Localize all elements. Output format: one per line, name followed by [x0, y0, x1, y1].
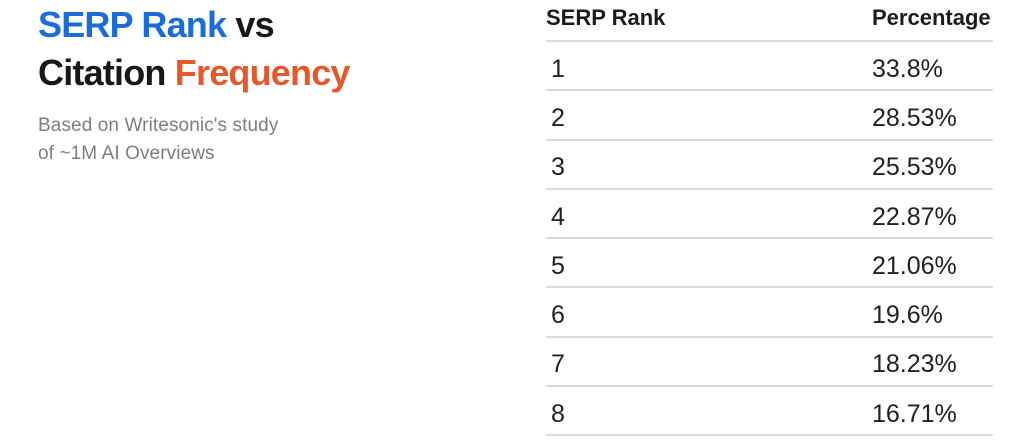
rank-cell: 3	[551, 153, 565, 182]
column-header-serp-rank: SERP Rank	[546, 5, 666, 30]
rank-cell: 5	[551, 251, 565, 280]
page-title: SERP Rank vs Citation Frequency	[38, 1, 508, 97]
subtitle-line-1: Based on Writesonic's study	[38, 115, 279, 136]
table-row: 1 33.8%	[546, 42, 993, 92]
column-header-percentage: Percentage	[872, 5, 991, 30]
percentage-cell: 19.6%	[872, 301, 943, 330]
rank-cell: 1	[551, 54, 565, 83]
subtitle-line-2: of ~1M AI Overviews	[38, 143, 215, 164]
title-frequency: Frequency	[174, 52, 351, 93]
percentage-cell: 16.71%	[872, 399, 957, 428]
percentage-cell: 18.23%	[872, 350, 957, 379]
percentage-cell: 33.8%	[872, 54, 943, 83]
percentage-cell: 28.53%	[872, 103, 957, 132]
table-body: 1 33.8% 2 28.53% 3 25.53% 4 22.87% 5 21.06% 6 19.6%…	[546, 42, 993, 437]
table-header-row: SERP Rank Percentage	[546, 0, 993, 42]
percentage-cell: 25.53%	[872, 153, 957, 182]
percentage-cell: 21.06%	[872, 251, 957, 280]
table-row: 5 21.06%	[546, 239, 993, 289]
rank-cell: 7	[551, 350, 565, 379]
title-block: SERP Rank vs Citation Frequency Based on …	[38, 1, 508, 168]
title-serp-rank: SERP Rank	[38, 4, 227, 45]
percentage-cell: 22.87%	[872, 202, 957, 231]
rank-cell: 8	[551, 399, 565, 428]
table-row: 7 18.23%	[546, 338, 993, 388]
table-row: 8 16.71%	[546, 387, 993, 437]
rank-cell: 2	[551, 103, 565, 132]
rank-cell: 6	[551, 301, 565, 330]
title-vs: vs	[235, 4, 274, 45]
table-row: 4 22.87%	[546, 190, 993, 240]
table-row: 3 25.53%	[546, 141, 993, 190]
subtitle: Based on Writesonic's study of ~1M AI Ove…	[38, 112, 508, 168]
rank-cell: 4	[551, 202, 565, 231]
table-row: 6 19.6%	[546, 288, 993, 338]
table-row: 2 28.53%	[546, 91, 993, 141]
title-citation: Citation	[38, 52, 166, 93]
serp-rank-table: SERP Rank Percentage 1 33.8% 2 28.53% 3 25.53…	[546, 0, 993, 437]
